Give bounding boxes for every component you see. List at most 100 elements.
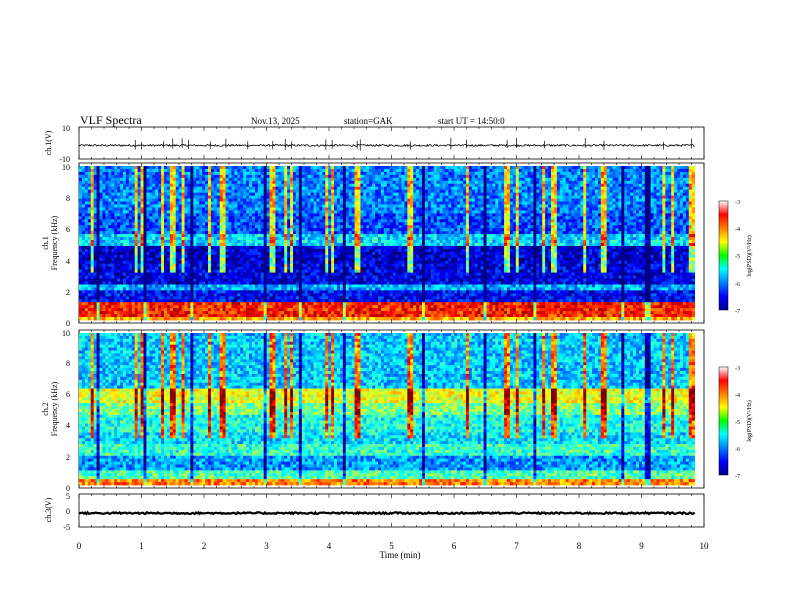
spectrogram-cell xyxy=(158,199,161,202)
spectrogram-cell xyxy=(372,202,375,205)
spectrogram-cell xyxy=(560,207,563,210)
spectrogram-cell xyxy=(504,225,507,228)
spectrogram-cell xyxy=(469,205,472,208)
spectrogram-cell xyxy=(554,225,557,228)
spectrogram-cell xyxy=(484,169,487,172)
spectrogram-cell xyxy=(384,169,387,172)
spectrogram-cell xyxy=(489,199,492,202)
spectrogram-cell xyxy=(492,181,495,184)
spectrogram-cell xyxy=(548,216,551,219)
spectrogram-cell xyxy=(91,184,94,187)
spectrogram-cell xyxy=(155,222,158,225)
spectrogram-cell xyxy=(504,222,507,225)
spectrogram-cell xyxy=(463,207,466,210)
spectrogram-cell xyxy=(577,231,580,234)
spectrogram-cell xyxy=(401,199,404,202)
spectrogram-cell xyxy=(615,225,618,228)
ch1-waveform-ylabel: ch.1(V) xyxy=(44,130,53,155)
spectrogram-cell xyxy=(454,178,457,181)
spectrogram-cell xyxy=(437,202,440,205)
spectrogram-cell xyxy=(267,172,270,175)
spectrogram-cell xyxy=(296,216,299,219)
spectrogram-cell xyxy=(428,181,431,184)
spectrogram-cell xyxy=(434,178,437,181)
spectrogram-cell xyxy=(648,222,651,225)
spectrogram-cell xyxy=(138,166,141,169)
spectrogram-cell xyxy=(369,225,372,228)
spectrogram-cell xyxy=(293,228,296,231)
spectrogram-cell xyxy=(208,207,211,210)
spectrogram-cell xyxy=(226,181,229,184)
spectrogram-cell xyxy=(504,172,507,175)
spectrogram-cell xyxy=(545,228,548,231)
spectrogram-cell xyxy=(182,219,185,222)
spectrogram-cell xyxy=(114,228,117,231)
spectrogram-cell xyxy=(572,172,575,175)
spectrogram-cell xyxy=(525,172,528,175)
spectrogram-cell xyxy=(633,181,636,184)
spectrogram-cell xyxy=(475,166,478,169)
spectrogram-cell xyxy=(187,187,190,190)
spectrogram-cell xyxy=(416,202,419,205)
spectrogram-cell xyxy=(472,216,475,219)
spectrogram-cell xyxy=(316,184,319,187)
spectrogram-cell xyxy=(384,199,387,202)
spectrogram-cell xyxy=(223,172,226,175)
spectrogram-cell xyxy=(657,231,660,234)
spectrogram-cell xyxy=(671,193,674,196)
spectrogram-cell xyxy=(372,166,375,169)
spectrogram-cell xyxy=(255,207,258,210)
spectrogram-cell xyxy=(305,184,308,187)
spectrogram-cell xyxy=(665,166,668,169)
spectrogram-cell xyxy=(463,216,466,219)
spectrogram-cell xyxy=(566,178,569,181)
spectrogram-cell xyxy=(692,205,695,208)
spectrogram-cell xyxy=(668,166,671,169)
spectrogram-cell xyxy=(88,234,91,237)
spectrogram-cell xyxy=(272,166,275,169)
spectrogram-cell xyxy=(604,222,607,225)
spectrogram-cell xyxy=(88,175,91,178)
spectrogram-cell xyxy=(416,219,419,222)
spectrogram-cell xyxy=(428,222,431,225)
spectrogram-cell xyxy=(343,199,346,202)
spectrogram-cell xyxy=(120,210,123,213)
spectrogram-cell xyxy=(352,169,355,172)
spectrogram-cell xyxy=(349,199,352,202)
spectrogram-cell xyxy=(243,187,246,190)
spectrogram-cell xyxy=(349,178,352,181)
spectrogram-cell xyxy=(463,202,466,205)
spectrogram-cell xyxy=(82,190,85,193)
spectrogram-cell xyxy=(495,222,498,225)
spectrogram-cell xyxy=(478,178,481,181)
spectrogram-cell xyxy=(560,219,563,222)
spectrogram-cell xyxy=(501,228,504,231)
spectrogram-cell xyxy=(390,222,393,225)
spectrogram-cell xyxy=(668,172,671,175)
spectrogram-cell xyxy=(580,166,583,169)
spectrogram-cell xyxy=(211,205,214,208)
spectrogram-cell xyxy=(316,169,319,172)
spectrogram-cell xyxy=(358,166,361,169)
spectrogram-cell xyxy=(574,178,577,181)
spectrogram-cell xyxy=(264,187,267,190)
spectrogram-cell xyxy=(545,166,548,169)
spectrogram-cell xyxy=(79,172,82,175)
spectrogram-cell xyxy=(293,199,296,202)
spectrogram-cell xyxy=(633,210,636,213)
spectrogram-cell xyxy=(258,190,261,193)
spectrogram-cell xyxy=(82,202,85,205)
spectrogram-cell xyxy=(278,166,281,169)
spectrogram-cell xyxy=(454,228,457,231)
spectrogram-cell xyxy=(613,187,616,190)
spectrogram-cell xyxy=(683,222,686,225)
spectrogram-cell xyxy=(645,231,648,234)
spectrogram-cell xyxy=(668,219,671,222)
spectrogram-cell xyxy=(105,222,108,225)
spectrogram-cell xyxy=(393,231,396,234)
spectrogram-cell xyxy=(621,205,624,208)
spectrogram-cell xyxy=(334,231,337,234)
spectrogram-cell xyxy=(196,193,199,196)
spectrogram-cell xyxy=(281,178,284,181)
spectrogram-cell xyxy=(346,175,349,178)
